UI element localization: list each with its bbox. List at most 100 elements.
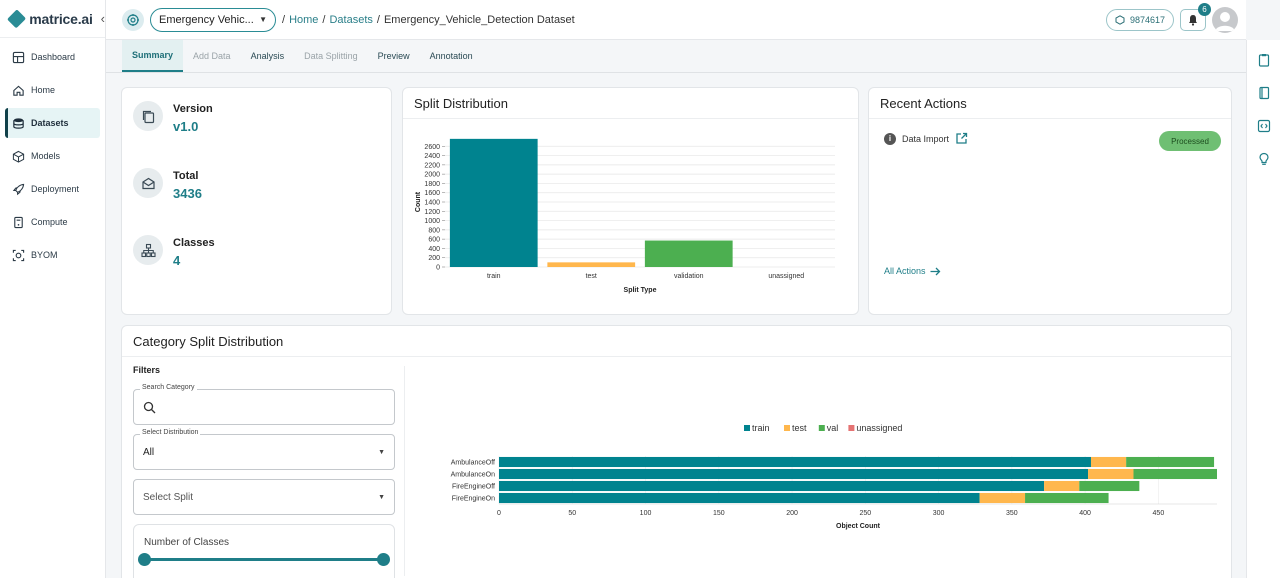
x-tick-label: 100	[640, 510, 652, 517]
sidebar-item-label: BYOM	[31, 250, 58, 260]
header-actions: 9874617 6	[1105, 2, 1238, 33]
y-tick-label: 600	[428, 237, 440, 244]
home-icon	[11, 83, 25, 97]
sidebar-item-byom[interactable]: BYOM	[5, 240, 100, 270]
matrice-logo-icon	[6, 8, 27, 29]
tab-preview[interactable]: Preview	[377, 51, 410, 61]
rocket-icon	[11, 182, 25, 196]
sidebar-item-home[interactable]: Home	[5, 75, 100, 105]
status-badge: Processed	[1159, 131, 1221, 151]
total-stat: Total 3436	[133, 168, 202, 201]
legend-swatch-test	[784, 425, 790, 431]
slider-label: Number of Classes	[144, 537, 230, 548]
tab-annotation[interactable]: Annotation	[429, 51, 473, 61]
y-tick-label: AmbulanceOff	[451, 460, 495, 467]
tab-analysis[interactable]: Analysis	[250, 51, 285, 61]
breadcrumb-separator: /	[322, 13, 326, 26]
chevron-left-icon[interactable]: ‹	[100, 11, 105, 26]
bar-FireEngineOff-val	[1079, 480, 1140, 492]
x-tick-label: unassigned	[768, 273, 804, 280]
version-label: Version	[173, 103, 213, 115]
notifications-button[interactable]: 6	[1180, 2, 1211, 31]
x-tick-label: 150	[713, 510, 725, 517]
bar-AmbulanceOn-test	[1088, 468, 1134, 480]
version-value: v1.0	[173, 119, 199, 134]
split-distribution-title: Split Distribution	[403, 88, 858, 119]
database-icon	[11, 116, 25, 130]
x-tick-label: 300	[933, 510, 945, 517]
category-split-title: Category Split Distribution	[122, 326, 1231, 357]
credits-button[interactable]: 9874617	[1105, 8, 1174, 31]
sidebar-item-deployment[interactable]: Deployment	[5, 174, 100, 204]
y-tick-label: 200	[428, 255, 440, 262]
sidebar-item-compute[interactable]: Compute	[5, 207, 100, 237]
inbox-icon	[133, 168, 163, 198]
select-distribution-value: All	[143, 447, 155, 458]
slider-track[interactable]	[144, 558, 384, 561]
y-tick-label: 0	[436, 265, 440, 272]
sidebar-item-label: Datasets	[31, 118, 69, 128]
breadcrumb-home[interactable]: Home	[289, 13, 319, 26]
x-tick-label: 200	[786, 510, 798, 517]
y-tick-label: FireEngineOff	[452, 484, 495, 491]
legend-swatch-val	[818, 425, 825, 431]
book-icon[interactable]	[1247, 86, 1280, 106]
avatar[interactable]	[1212, 6, 1238, 33]
y-tick-label: 1400	[424, 200, 440, 207]
hierarchy-icon	[133, 235, 163, 265]
y-tick-label: 1600	[424, 190, 440, 197]
action-label: Data Import	[902, 133, 950, 144]
slider-min-handle[interactable]	[138, 553, 151, 566]
x-tick-label: test	[586, 273, 597, 280]
bar-validation	[644, 240, 733, 267]
dashboard-icon	[11, 50, 25, 64]
search-category-legend: Search Category	[140, 384, 197, 391]
all-actions-link[interactable]: All Actions	[884, 266, 941, 276]
sidebar-item-label: Deployment	[31, 184, 80, 194]
bar-AmbulanceOn-train	[499, 468, 1089, 480]
breadcrumb-separator: /	[376, 13, 380, 26]
clipboard-icon[interactable]	[1247, 53, 1280, 73]
y-tick-label: 2600	[424, 144, 440, 151]
x-axis-title: Object Count	[836, 523, 881, 530]
lightbulb-icon[interactable]	[1247, 152, 1280, 172]
search-category-field[interactable]: Search Category	[133, 384, 395, 425]
legend-swatch-train	[744, 425, 750, 431]
bar-AmbulanceOff-val	[1126, 456, 1215, 468]
code-icon[interactable]	[1247, 119, 1280, 139]
split-distribution-card: Split Distribution 0 200 400 600 800 1000 1200…	[402, 87, 859, 315]
recent-actions-title: Recent Actions	[869, 88, 1231, 119]
sidebar-item-models[interactable]: Models	[5, 141, 100, 171]
open-external-icon[interactable]	[955, 132, 968, 145]
info-icon: i	[884, 132, 896, 145]
recent-actions-card: Recent Actions i Data Import Processed A…	[868, 87, 1232, 315]
project-select[interactable]: Emergency Vehic... ▼	[150, 7, 276, 32]
x-tick-label: validation	[674, 273, 704, 280]
server-icon	[11, 215, 25, 229]
y-tick-label: 1000	[424, 218, 440, 225]
breadcrumb-datasets[interactable]: Datasets	[329, 13, 373, 26]
breadcrumb: / Home / Datasets / Emergency_Vehicle_De…	[282, 14, 575, 26]
byom-icon	[11, 248, 25, 262]
caret-down-icon: ▼	[378, 494, 385, 501]
tab-data-splitting[interactable]: Data Splitting	[304, 51, 358, 61]
brand[interactable]: matrice.ai ‹	[0, 0, 105, 38]
sidebar-item-label: Models	[31, 151, 61, 161]
bar-AmbulanceOff-train	[499, 456, 1091, 468]
tab-summary[interactable]: Summary	[122, 40, 184, 72]
tab-add-data[interactable]: Add Data	[193, 51, 231, 61]
cube-icon	[11, 149, 25, 163]
select-distribution-field[interactable]: Select Distribution All ▼	[133, 429, 395, 470]
bar-train	[449, 138, 538, 267]
slider-max-handle[interactable]	[377, 553, 390, 566]
number-of-classes-slider: Number of Classes	[133, 524, 395, 578]
sidebar: matrice.ai ‹ Dashboard Home Datasets Mod…	[0, 0, 106, 578]
sidebar-item-datasets[interactable]: Datasets	[5, 108, 100, 138]
arrow-right-icon	[930, 267, 940, 275]
breadcrumb-current: Emergency_Vehicle_Detection Dataset	[383, 13, 575, 26]
coin-icon	[1115, 14, 1125, 25]
bar-AmbulanceOff-test	[1090, 456, 1127, 468]
sidebar-item-dashboard[interactable]: Dashboard	[5, 42, 100, 72]
y-tick-label: 1200	[424, 209, 440, 216]
select-split-field[interactable]: Select Split ▼	[133, 479, 395, 515]
